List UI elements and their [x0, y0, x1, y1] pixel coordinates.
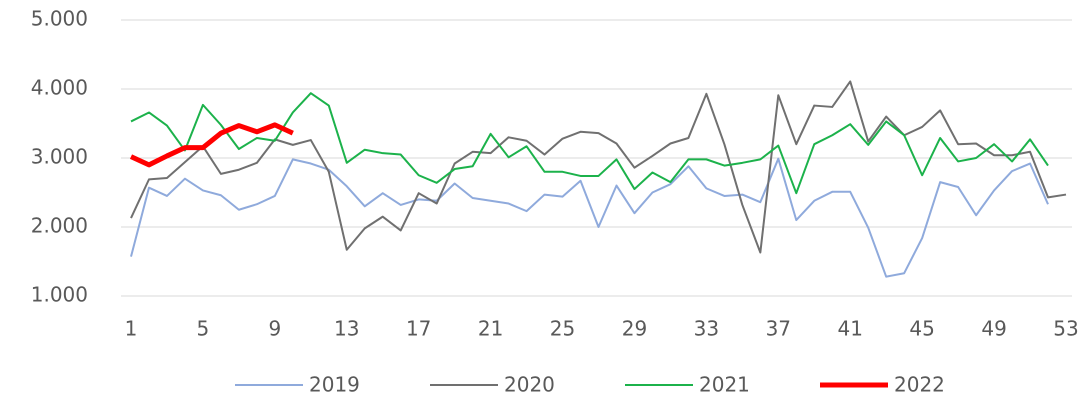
x-tick-label: 9 — [268, 317, 281, 341]
x-tick-label: 13 — [334, 317, 359, 341]
legend-label: 2021 — [699, 373, 750, 397]
legend-label: 2022 — [894, 373, 945, 397]
y-tick-label: 5.000 — [31, 7, 88, 31]
x-tick-label: 37 — [766, 317, 791, 341]
x-tick-label: 45 — [909, 317, 934, 341]
x-tick-label: 25 — [550, 317, 575, 341]
y-tick-label: 3.000 — [31, 145, 88, 169]
y-tick-label: 2.000 — [31, 214, 88, 238]
series-line — [130, 92, 1049, 195]
x-tick-label: 17 — [406, 317, 431, 341]
x-tick-label: 1 — [125, 317, 138, 341]
legend-label: 2020 — [504, 373, 555, 397]
x-tick-label: 53 — [1053, 317, 1078, 341]
y-tick-label: 1.000 — [31, 283, 88, 307]
x-tick-label: 29 — [622, 317, 647, 341]
x-tick-label: 21 — [478, 317, 503, 341]
y-tick-label: 4.000 — [31, 76, 88, 100]
series-line — [129, 122, 294, 168]
x-tick-label: 49 — [981, 317, 1006, 341]
series-line — [130, 157, 1049, 278]
legend-label: 2019 — [309, 373, 360, 397]
x-tick-label: 5 — [197, 317, 210, 341]
x-tick-label: 41 — [838, 317, 863, 341]
x-tick-label: 33 — [694, 317, 719, 341]
series-line — [130, 80, 1067, 254]
